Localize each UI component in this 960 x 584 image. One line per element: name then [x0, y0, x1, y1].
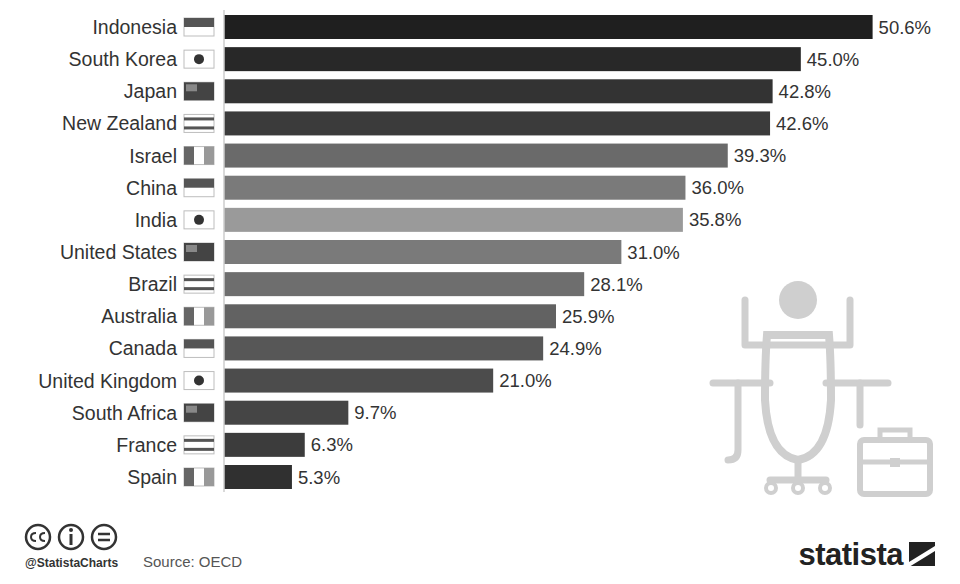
- bar: [224, 433, 305, 457]
- flag-icon: [184, 436, 214, 454]
- data-label: 5.3%: [298, 467, 340, 488]
- data-label: 42.8%: [779, 81, 831, 102]
- data-label: 25.9%: [562, 306, 614, 327]
- data-label: 24.9%: [549, 338, 601, 359]
- category-label: South Korea: [69, 48, 178, 70]
- bar: [224, 15, 873, 39]
- footer: @StatistaCharts Source: OECD statista: [25, 525, 935, 572]
- category-label: Spain: [127, 466, 177, 488]
- flag-icon: [184, 339, 214, 357]
- data-label: 39.3%: [734, 145, 786, 166]
- data-label: 31.0%: [627, 242, 679, 263]
- category-label: India: [135, 209, 177, 231]
- category-label: Israel: [129, 145, 177, 167]
- bar: [224, 304, 556, 328]
- flag-icon: [184, 18, 214, 36]
- flag-icon: [184, 307, 214, 325]
- bars: [224, 15, 873, 489]
- category-label: France: [116, 434, 177, 456]
- category-label: United States: [60, 241, 177, 263]
- bar: [224, 272, 584, 296]
- flag-icon: [184, 372, 214, 390]
- data-label: 21.0%: [499, 370, 551, 391]
- data-label: 42.6%: [776, 113, 828, 134]
- data-label: 35.8%: [689, 209, 741, 230]
- flag-icon: [184, 179, 214, 197]
- source: Source: OECD: [143, 553, 242, 570]
- bar: [224, 240, 621, 264]
- category-label: Canada: [109, 337, 177, 359]
- data-label: 28.1%: [590, 274, 642, 295]
- brand-logo: [909, 542, 935, 567]
- flag-icon: [184, 147, 214, 165]
- category-label: Indonesia: [92, 16, 177, 38]
- category-label: South Africa: [72, 402, 177, 424]
- category-label: Brazil: [128, 273, 177, 295]
- category-label: China: [126, 177, 177, 199]
- bar: [224, 369, 493, 393]
- flag-icon: [184, 243, 214, 261]
- category-label: Australia: [101, 305, 177, 327]
- bar: [224, 144, 728, 168]
- flag-icon: [184, 211, 214, 229]
- bar: [224, 465, 292, 489]
- flag-icon: [184, 404, 214, 422]
- data-label: 36.0%: [691, 177, 743, 198]
- credit: @StatistaCharts: [25, 556, 118, 570]
- bar: [224, 176, 685, 200]
- flag-icon: [184, 468, 214, 486]
- bar: [224, 336, 543, 360]
- illustration: [713, 281, 930, 494]
- brand: statista: [798, 537, 904, 572]
- license-icons: [26, 525, 116, 549]
- labels: 50.6% Indonesia 45.0% South Korea 42.8% Japan…: [38, 16, 931, 488]
- category-label: New Zealand: [62, 112, 177, 134]
- bar: [224, 47, 801, 71]
- data-label: 45.0%: [807, 49, 859, 70]
- chart: 50.6% Indonesia 45.0% South Korea 42.8% Japan…: [0, 0, 960, 584]
- flag-icon: [184, 82, 214, 100]
- data-label: 50.6%: [879, 17, 931, 38]
- category-label: United Kingdom: [38, 370, 177, 392]
- flag-icon: [184, 275, 214, 293]
- bar: [224, 79, 773, 103]
- category-label: Japan: [124, 80, 177, 102]
- bar: [224, 208, 683, 232]
- flag-icon: [184, 50, 214, 68]
- axis-line: [223, 10, 225, 492]
- bar: [224, 111, 770, 135]
- data-label: 6.3%: [311, 434, 353, 455]
- flag-icon: [184, 114, 214, 132]
- bar: [224, 401, 348, 425]
- data-label: 9.7%: [354, 402, 396, 423]
